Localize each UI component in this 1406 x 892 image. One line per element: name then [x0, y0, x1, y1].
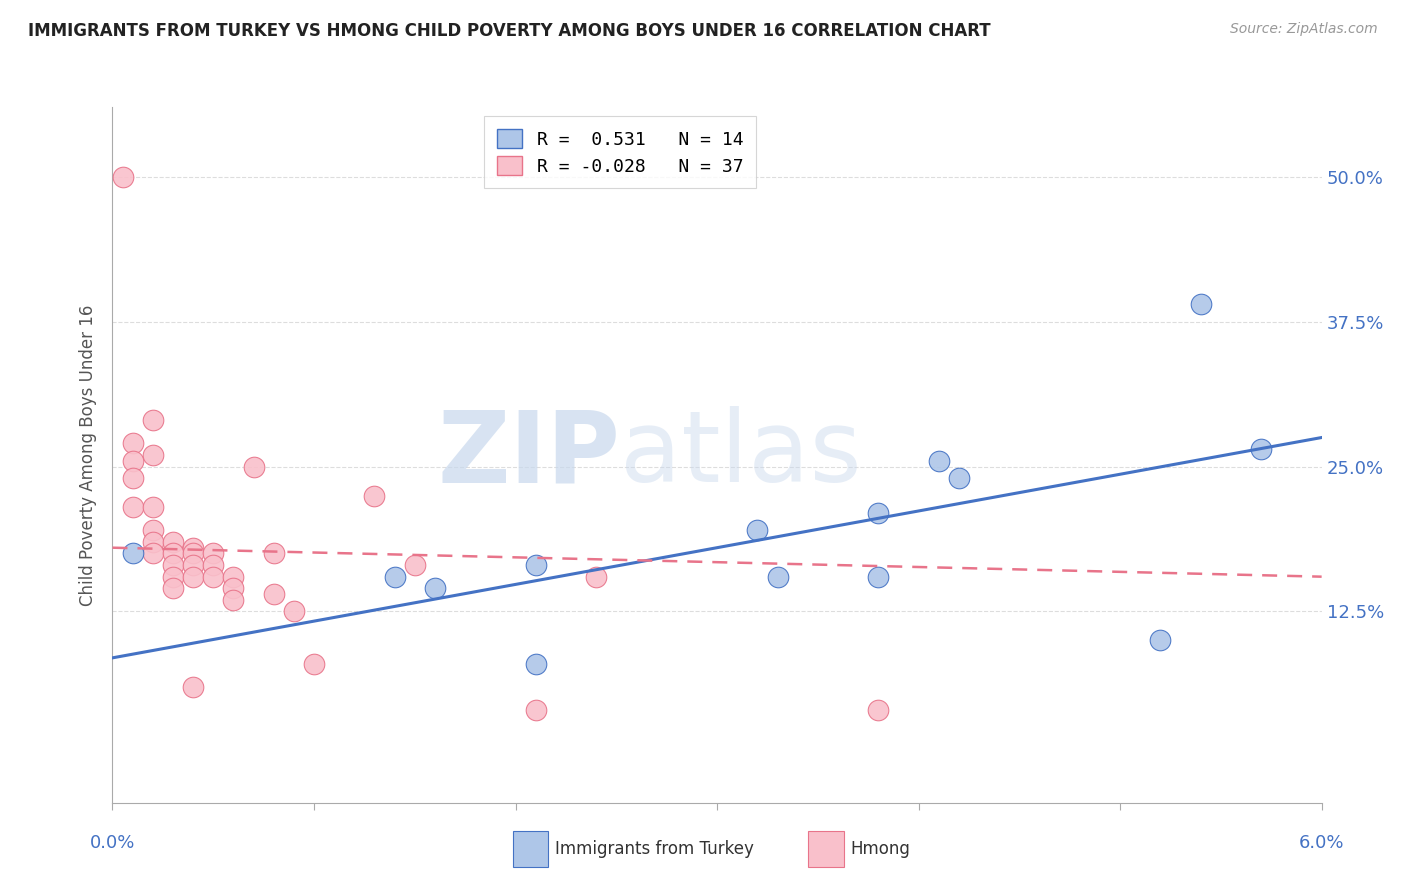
Point	[423, 582, 446, 596]
Bar	[808, 831, 844, 867]
Point	[202, 558, 225, 573]
Legend: R =  0.531   N = 14, R = -0.028   N = 37: R = 0.531 N = 14, R = -0.028 N = 37	[484, 116, 756, 188]
Point	[363, 489, 385, 503]
Point	[181, 541, 204, 555]
Point	[181, 558, 204, 573]
Point	[868, 506, 890, 520]
Bar	[513, 831, 548, 867]
Text: Source: ZipAtlas.com: Source: ZipAtlas.com	[1230, 22, 1378, 37]
Text: Hmong: Hmong	[851, 840, 911, 858]
Text: atlas: atlas	[620, 407, 862, 503]
Point	[1250, 442, 1272, 457]
Point	[162, 558, 184, 573]
Point	[242, 459, 264, 474]
Point	[1189, 297, 1212, 311]
Point	[162, 546, 184, 561]
Point	[302, 657, 325, 671]
Point	[121, 436, 143, 450]
Point	[162, 534, 184, 549]
Point	[142, 500, 165, 514]
Text: Immigrants from Turkey: Immigrants from Turkey	[555, 840, 754, 858]
Point	[868, 570, 890, 584]
Point	[585, 570, 607, 584]
Y-axis label: Child Poverty Among Boys Under 16: Child Poverty Among Boys Under 16	[79, 304, 97, 606]
Point	[928, 453, 950, 467]
Point	[263, 587, 285, 601]
Point	[111, 169, 134, 184]
Point	[142, 448, 165, 462]
Point	[263, 546, 285, 561]
Point	[524, 558, 547, 573]
Point	[121, 471, 143, 485]
Point	[202, 546, 225, 561]
Point	[121, 453, 143, 467]
Point	[142, 523, 165, 537]
Point	[222, 582, 245, 596]
Point	[222, 570, 245, 584]
Point	[948, 471, 970, 485]
Text: ZIP: ZIP	[437, 407, 620, 503]
Point	[747, 523, 769, 537]
Text: 6.0%: 6.0%	[1299, 834, 1344, 852]
Point	[1149, 633, 1171, 648]
Point	[283, 605, 305, 619]
Point	[222, 592, 245, 607]
Point	[142, 546, 165, 561]
Point	[121, 546, 143, 561]
Point	[162, 570, 184, 584]
Point	[142, 534, 165, 549]
Point	[868, 703, 890, 717]
Text: 0.0%: 0.0%	[90, 834, 135, 852]
Point	[524, 703, 547, 717]
Point	[181, 546, 204, 561]
Point	[766, 570, 789, 584]
Point	[162, 582, 184, 596]
Point	[142, 413, 165, 427]
Point	[524, 657, 547, 671]
Text: IMMIGRANTS FROM TURKEY VS HMONG CHILD POVERTY AMONG BOYS UNDER 16 CORRELATION CH: IMMIGRANTS FROM TURKEY VS HMONG CHILD PO…	[28, 22, 991, 40]
Point	[181, 570, 204, 584]
Point	[202, 570, 225, 584]
Point	[181, 680, 204, 694]
Point	[384, 570, 406, 584]
Point	[121, 500, 143, 514]
Point	[404, 558, 426, 573]
